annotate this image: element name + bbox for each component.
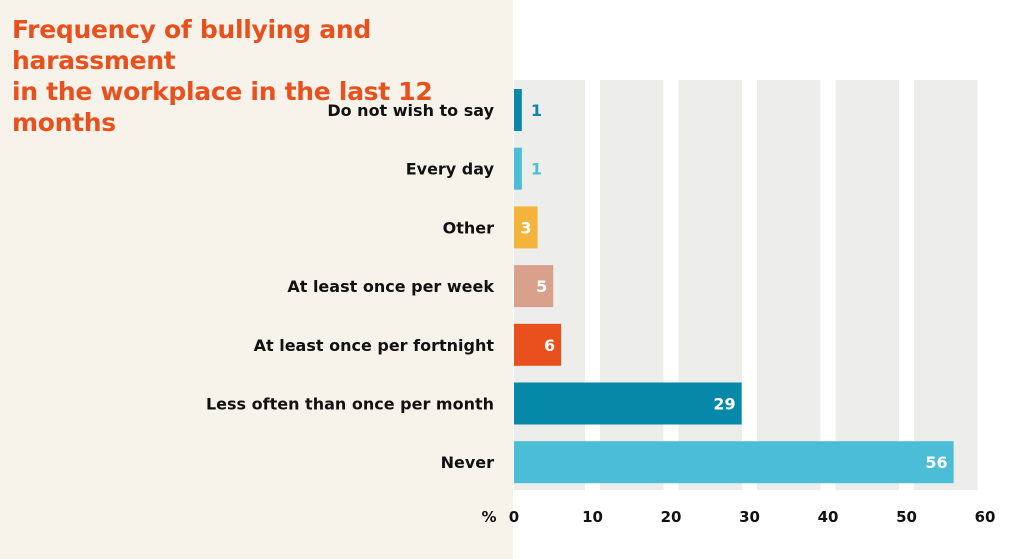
x-tick-label: 40 [818,508,839,526]
x-tick-label: 10 [582,508,603,526]
bar [514,265,554,308]
grid-stripe [914,80,978,490]
category-labels: Do not wish to say Every day Other At least… [206,101,495,472]
grid-stripe [678,80,742,490]
category-label: Other [443,218,494,237]
left-panel [0,0,513,559]
grid-stripes [514,80,978,490]
category-label: At least once per fortnight [254,336,495,355]
x-axis-unit-label: % [481,508,496,526]
x-tick-label: 20 [661,508,682,526]
grid-stripe [835,80,899,490]
category-label: Every day [406,160,495,179]
bar [514,382,742,425]
bar [514,89,522,131]
bar [514,323,562,366]
grid-stripe [757,80,821,490]
category-label: Less often than once per month [206,395,494,414]
x-tick-label: 0 [509,508,519,526]
grid-stripe [600,80,664,490]
chart-title-line-1: Frequency of bullying and harassment [12,15,371,75]
x-tick-label: 30 [739,508,760,526]
category-label: At least once per week [287,277,494,296]
x-axis-ticks: 0 10 20 30 40 50 60 [509,508,996,526]
category-label: Do not wish to say [327,101,494,120]
value-label: 3 [520,218,531,237]
bar [514,147,522,190]
x-tick-label: 60 [975,508,996,526]
chart-title-line-2: in the workplace in the last 12 months [12,77,433,137]
value-label: 5 [536,277,547,296]
chart-title: Frequency of bullying and harassment in … [12,14,512,138]
value-label: 1 [531,160,542,179]
bar [514,441,954,484]
value-label: 56 [925,453,947,472]
bar [514,206,538,249]
value-label: 6 [544,336,555,355]
value-label: 1 [531,101,542,120]
category-label: Never [441,453,495,472]
bars [514,89,954,484]
x-tick-label: 50 [896,508,917,526]
value-label: 29 [713,395,735,414]
